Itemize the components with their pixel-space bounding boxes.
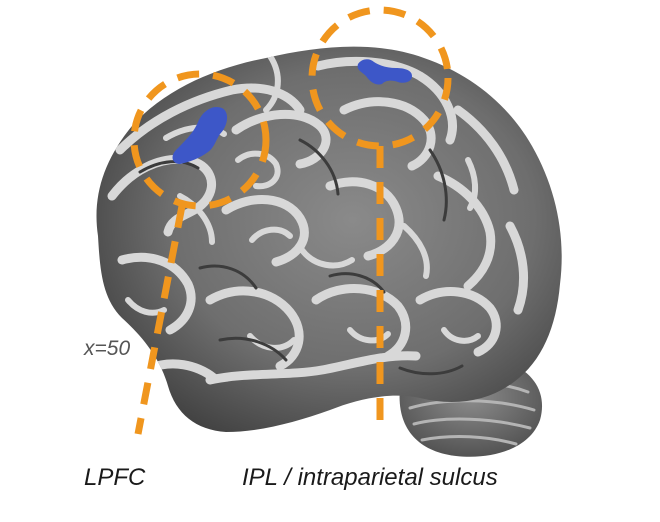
lpfc-highlight-circle xyxy=(130,70,270,210)
slice-coordinate-label: x=50 xyxy=(84,337,131,360)
region-label-ipl: IPL / intraparietal sulcus xyxy=(242,464,498,491)
activation-lpfc xyxy=(172,106,228,164)
activation-ipl xyxy=(357,59,412,85)
lpfc-leader-line xyxy=(134,205,186,435)
ipl-highlight-circle xyxy=(308,6,452,150)
region-label-lpfc: LPFC xyxy=(84,464,146,491)
